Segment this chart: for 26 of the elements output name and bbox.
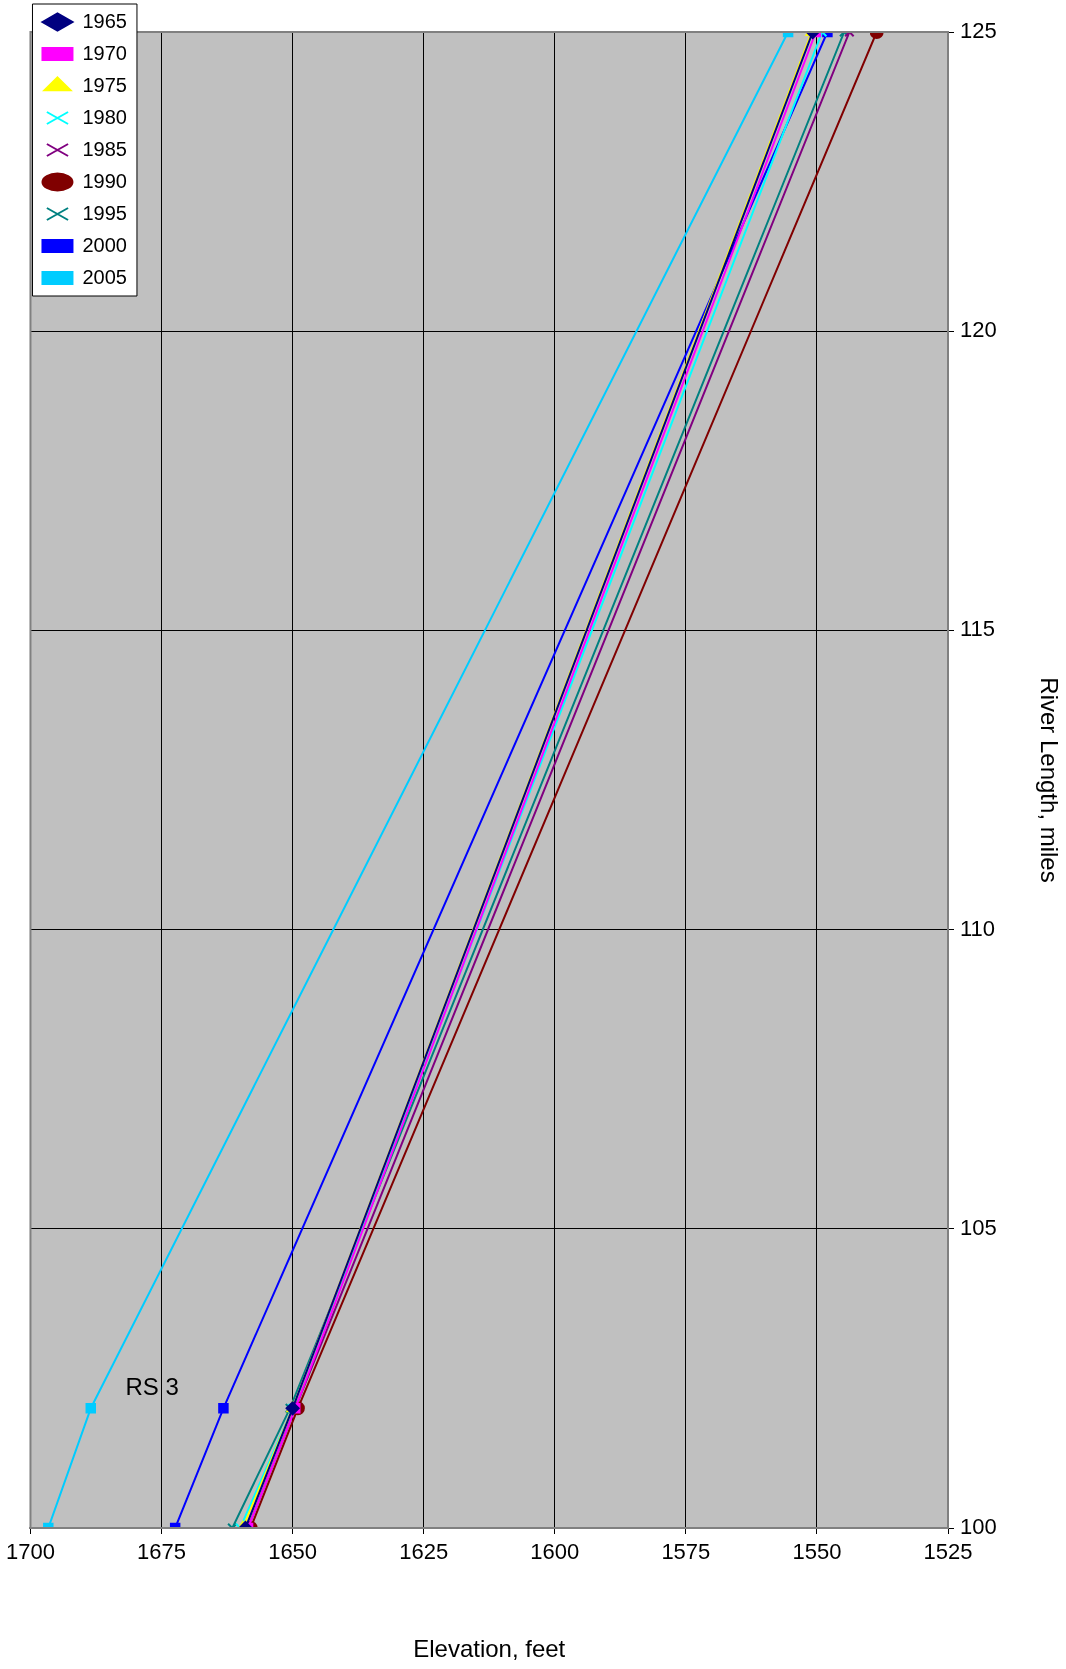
x-tick-label: 1600 (530, 1539, 580, 1565)
legend-label: 2005 (82, 265, 127, 288)
legend-label: 1990 (82, 169, 127, 192)
legend-label: 1980 (82, 105, 127, 128)
y-tick-label: 105 (960, 1214, 997, 1240)
x-tick-label: 1650 (268, 1539, 318, 1565)
x-tick-label: 1525 (923, 1539, 973, 1565)
legend-label: 1970 (82, 41, 127, 64)
y-tick-label: 100 (960, 1514, 997, 1540)
legend-label: 1965 (82, 9, 127, 32)
x-tick-label: 1575 (661, 1539, 711, 1565)
y-tick-label: 120 (960, 317, 997, 343)
x-tick-label: 1675 (137, 1539, 187, 1565)
y-tick-label: 115 (960, 616, 996, 642)
x-axis-title: Elevation, feet (413, 1635, 566, 1663)
x-tick-label: 1625 (399, 1539, 449, 1565)
y-tick-label: 125 (960, 18, 997, 44)
annotation: RS 3 (125, 1372, 179, 1400)
x-tick-label: 1550 (792, 1539, 842, 1565)
legend-label: 1975 (82, 73, 127, 96)
y-axis-title: River Length, miles (1035, 677, 1063, 883)
y-tick-label: 110 (960, 915, 996, 941)
legend-label: 1985 (82, 137, 127, 160)
legend-label: 1995 (82, 201, 127, 224)
x-tick-label: 1700 (5, 1539, 55, 1565)
legend-label: 2000 (82, 233, 127, 256)
